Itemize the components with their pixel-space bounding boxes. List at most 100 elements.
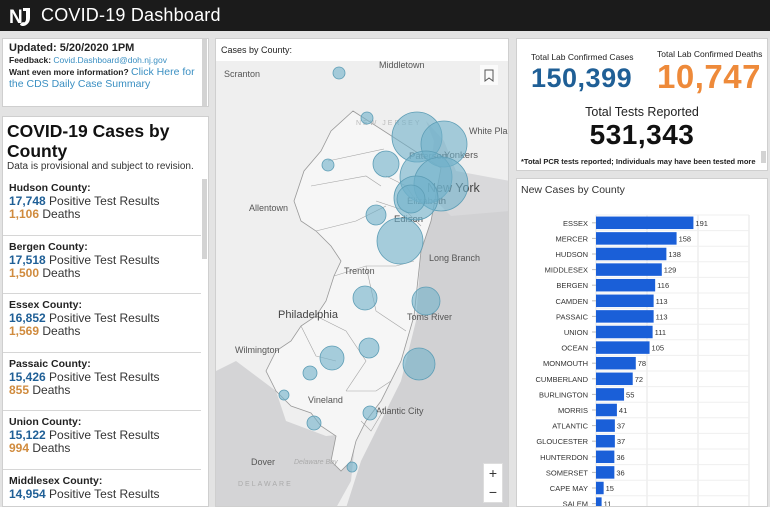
county-positive: 17,518 Positive Test Results — [9, 252, 160, 267]
county-deaths: 855 Deaths — [9, 382, 71, 397]
bubble-cape-may — [346, 461, 358, 473]
map-label-wilmington: Wilmington — [235, 345, 280, 355]
death-count: 1,106 — [9, 207, 40, 221]
death-count: 1,500 — [9, 265, 40, 280]
county-positive: 16,852 Positive Test Results — [9, 311, 160, 325]
bar-gloucester[interactable] — [596, 434, 615, 448]
map-label-delaware: DELAWARE — [238, 481, 293, 488]
bar-cumberland[interactable] — [596, 372, 633, 386]
bar-union[interactable] — [596, 325, 653, 339]
bar-salem[interactable] — [596, 497, 602, 507]
info-panel: Updated: 5/20/2020 1PM Feedback: Covid.D… — [2, 38, 209, 107]
bar-somerset[interactable] — [596, 466, 615, 479]
category-label: MONMOUTH — [543, 359, 588, 368]
value-label: 36 — [616, 453, 624, 462]
county-positive: 17,748 Positive Test Results — [9, 194, 160, 208]
total-tests-label: Total Tests Reported — [585, 105, 699, 119]
map-zoom-control: + − — [483, 463, 503, 503]
category-label: PASSAIC — [556, 312, 589, 321]
category-label: MORRIS — [558, 406, 588, 415]
county-deaths: 1,500 Deaths — [9, 265, 81, 280]
bubble-ocean — [402, 347, 436, 381]
map-label-toms-river: Toms River — [407, 312, 452, 322]
feedback-email-link[interactable]: Covid.Dashboard@doh.nj.gov — [53, 55, 167, 65]
bar-passaic[interactable] — [596, 310, 654, 323]
nj-logo-icon: N — [9, 4, 33, 28]
category-label: SOMERSET — [546, 468, 589, 477]
death-count: 1,569 — [9, 324, 40, 338]
bubble-gloucester — [302, 365, 318, 381]
map-label-long-branch: Long Branch — [429, 253, 480, 263]
zoom-in-button[interactable]: + — [488, 465, 498, 481]
value-label: 113 — [656, 297, 668, 306]
bookmark-button[interactable] — [480, 65, 498, 85]
county-list-scrollbar[interactable] — [202, 179, 207, 259]
bar-hunterdon[interactable] — [596, 450, 615, 464]
county-list-item[interactable]: Passaic County: 15,426 Positive Test Res… — [3, 353, 201, 411]
bubble-morris — [372, 150, 400, 178]
bar-essex[interactable] — [596, 216, 694, 230]
bar-monmouth[interactable] — [596, 356, 636, 370]
value-label: 78 — [638, 359, 646, 368]
county-list-item[interactable]: Essex County: 16,852 Positive Test Resul… — [3, 294, 201, 353]
info-scrollbar[interactable] — [202, 39, 207, 106]
county-map[interactable]: Scranton Middletown White Plains Paterso… — [216, 60, 508, 506]
county-name: Hudson County: — [9, 182, 91, 194]
category-label: HUDSON — [555, 250, 588, 259]
positive-count: 17,748 — [9, 194, 46, 208]
zoom-out-button[interactable]: − — [488, 484, 498, 500]
value-label: 41 — [619, 406, 627, 415]
category-label: MERCER — [555, 234, 588, 243]
county-positive: 15,122 Positive Test Results — [9, 428, 160, 442]
category-label: CUMBERLAND — [535, 375, 588, 384]
bar-burlington[interactable] — [596, 388, 625, 401]
category-label: ESSEX — [563, 219, 588, 228]
county-list-item[interactable]: Hudson County: 17,748 Positive Test Resu… — [3, 177, 201, 236]
bubble-somerset — [396, 184, 426, 214]
positive-count: 15,122 — [9, 428, 46, 442]
map-label-new-jersey: NEW JERSEY — [356, 120, 422, 127]
total-cases-value: 150,399 — [531, 63, 633, 93]
new-cases-chart-panel: New Cases by County ESSEX 191 MERCER 158 HUD… — [516, 178, 768, 507]
county-name: Passaic County: — [9, 357, 91, 370]
bar-middlesex[interactable] — [596, 263, 662, 276]
total-deaths-value: 10,747 — [657, 58, 761, 95]
app-title: COVID-19 Dashboard — [41, 5, 221, 25]
map-label-allentown: Allentown — [249, 203, 288, 213]
total-cases-label: Total Lab Confirmed Cases — [531, 52, 634, 62]
category-label: OCEAN — [561, 344, 588, 353]
bubble-camden — [319, 345, 345, 371]
totals-scrollbar[interactable] — [761, 151, 766, 163]
category-label: GLOUCESTER — [536, 437, 588, 446]
county-list-item[interactable]: Union County: 15,122 Positive Test Resul… — [3, 411, 201, 470]
category-label: MIDDLESEX — [545, 266, 588, 275]
feedback-label: Feedback: — [9, 55, 52, 65]
category-label: HUNTERDON — [540, 453, 588, 462]
value-label: 15 — [606, 484, 614, 493]
positive-count: 14,954 — [9, 486, 46, 501]
new-cases-bar-chart: ESSEX 191 MERCER 158 HUDSON 138 MIDDLESEX 129 BE… — [535, 214, 750, 507]
bar-ocean[interactable] — [596, 341, 650, 354]
value-label: 72 — [635, 375, 643, 384]
county-list-item[interactable]: Bergen County: 17,518 Positive Test Resu… — [3, 236, 201, 294]
bar-atlantic[interactable] — [596, 419, 615, 432]
bar-hudson[interactable] — [596, 247, 667, 261]
positive-count: 17,518 — [9, 252, 46, 267]
category-label: SALEM — [563, 500, 588, 507]
daily-summary-link[interactable]: Click Here for — [131, 66, 195, 78]
daily-summary-link-cont[interactable]: the CDS Daily Case Summary — [9, 78, 151, 90]
bar-bergen[interactable] — [596, 278, 656, 292]
bubble-middlesex — [376, 217, 424, 265]
positive-count: 15,426 — [9, 369, 46, 384]
category-label: CAMDEN — [555, 297, 588, 306]
bar-cape-may[interactable] — [596, 481, 604, 495]
county-positive: 14,954 Positive Test Results — [9, 486, 160, 501]
total-deaths-label: Total Lab Confirmed Deaths — [657, 49, 763, 59]
bar-morris[interactable] — [596, 403, 617, 417]
county-list-item[interactable]: Middlesex County: 14,954 Positive Test R… — [3, 470, 201, 507]
bar-mercer[interactable] — [596, 232, 677, 245]
map-label-vineland: Vineland — [308, 395, 343, 405]
value-label: 36 — [616, 468, 624, 477]
value-label: 158 — [679, 234, 692, 243]
bar-camden[interactable] — [596, 294, 654, 308]
